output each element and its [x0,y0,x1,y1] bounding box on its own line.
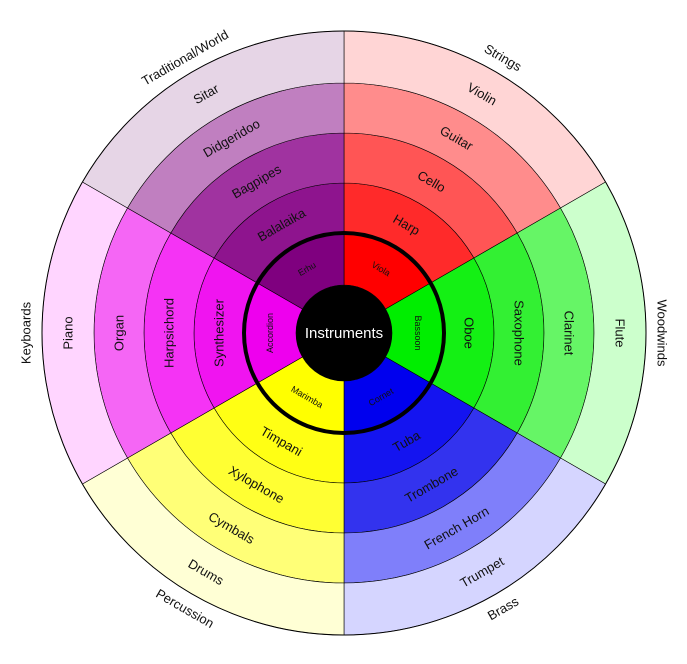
category-label-woodwinds: Woodwinds [655,300,670,367]
item-label-harpsichord: Harpsichord [162,298,177,368]
item-label-clarinet: Clarinet [562,311,577,356]
item-label-flute: Flute [613,319,628,348]
center-label: Instruments [305,325,383,342]
item-label-accordion: Accordion [265,313,275,353]
inner-black-ring [242,231,446,435]
item-label-oboe: Oboe [462,317,477,349]
center-hub [296,285,392,381]
outer-ring-outline [41,30,647,636]
item-label-organ: Organ [112,315,127,351]
item-label-piano: Piano [61,316,76,349]
item-label-synthesizer: Synthesizer [212,298,227,367]
category-label-keyboards: Keyboards [19,301,34,364]
wheel-sectors [41,30,647,636]
item-label-saxophone: Saxophone [512,300,527,366]
item-label-bassoon: Bassoon [413,315,423,350]
category-label-brass: Brass [485,593,522,623]
